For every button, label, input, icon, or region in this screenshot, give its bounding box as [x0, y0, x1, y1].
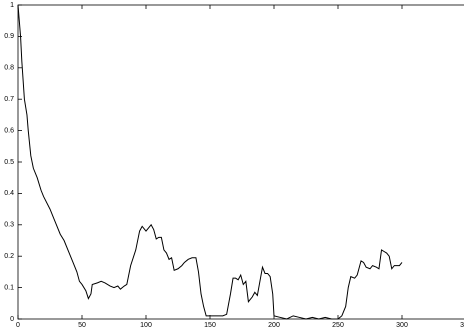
y-tick-label: 0.8	[4, 65, 14, 72]
axes-box	[17, 4, 464, 320]
y-tick-label: 0.6	[4, 127, 14, 134]
y-tick-label: 0	[10, 316, 14, 323]
data-line	[17, 4, 403, 320]
x-tick-label: 0	[16, 322, 20, 329]
y-tick-label: 0.7	[4, 96, 14, 103]
y-tick-label: 0.9	[4, 33, 14, 40]
x-tick-label: 100	[140, 322, 152, 329]
y-tick-label: 0.3	[4, 222, 14, 229]
y-tick-label: 1	[10, 2, 14, 9]
x-tick-label: 200	[268, 322, 280, 329]
y-tick-label: 0.4	[4, 190, 14, 197]
x-tick-label: 150	[204, 322, 216, 329]
x-tick-label: 350	[460, 322, 464, 329]
x-tick-label: 300	[396, 322, 408, 329]
x-tick-label: 50	[78, 322, 86, 329]
y-tick-label: 0.5	[4, 159, 14, 166]
y-tick-label: 0.2	[4, 253, 14, 260]
x-tick-label: 250	[332, 322, 344, 329]
y-tick-label: 0.1	[4, 284, 14, 291]
